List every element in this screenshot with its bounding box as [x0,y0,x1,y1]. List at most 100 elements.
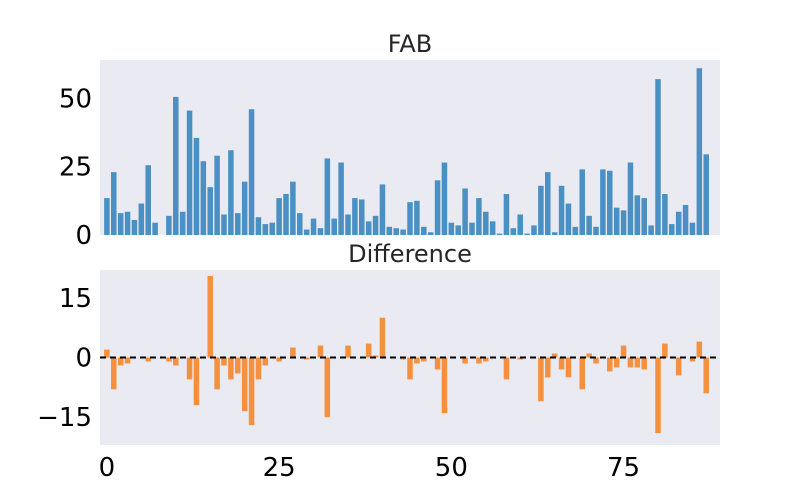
fab-bar [448,222,455,235]
fab-bar [689,222,696,235]
difference-bar [255,357,262,380]
fab-bar [352,198,358,235]
fab-bar [593,226,599,235]
fab-bar [462,188,468,235]
fab-bar [476,198,482,235]
fab-bar [586,215,592,235]
fab-bar [152,222,158,235]
difference-bar [551,353,558,358]
difference-bar [303,357,310,360]
fab-bar [283,193,289,235]
difference-bar [414,357,420,364]
fab-bar [379,184,386,235]
fab-bar [600,169,606,235]
fab-bar [655,79,661,235]
fab-bar [255,217,262,235]
difference-bar [655,357,661,434]
fab-bar [365,221,372,235]
fab-bar [276,198,282,235]
difference-bar [241,357,248,412]
fab-bar [545,172,551,235]
fab-bar [565,203,572,235]
fab-bar [503,193,510,235]
fab-bar [393,228,399,235]
fab-bar [179,211,186,235]
fab-bar [124,211,131,235]
fab-bar [345,214,351,235]
difference-bar [365,343,372,358]
fab-bar [228,150,234,235]
difference-bar [476,357,482,364]
difference-bar [634,357,641,368]
difference-bar [703,357,709,394]
difference-bar [221,357,227,366]
fab-bar [607,170,613,235]
fab-bar [696,68,703,235]
fab-bar [173,96,179,235]
fab-bar [117,213,124,235]
fab-bar [469,222,475,235]
fab-bar [579,169,585,235]
difference-bar [166,357,172,362]
fab-bar [400,229,406,235]
x-tick-label: 50 [435,453,468,483]
difference-bar [627,357,634,368]
difference-bar [483,357,489,362]
difference-bar [290,347,296,358]
difference-bar [117,357,124,366]
fab-y-tick-label: 25 [59,153,92,183]
fab-y-tick-labels: 0 25 50 [59,84,92,251]
fab-bar [517,214,523,235]
fab-bar [145,165,151,235]
difference-bar [607,357,613,372]
fab-bar [421,226,427,235]
x-tick-label: 75 [607,453,640,483]
difference-bar [214,357,220,390]
fab-bar [483,211,489,235]
fab-bar [538,185,544,235]
difference-bar [379,317,386,358]
difference-bar [579,357,585,390]
difference-bar [186,357,193,380]
fab-bar [524,233,530,235]
fab-y-tick-label: 0 [75,221,92,251]
fab-y-tick-label: 50 [59,84,92,114]
difference-bar [104,349,110,358]
difference-bar [641,357,647,370]
difference-bar [441,357,448,414]
difference-bar [565,357,572,378]
fab-bar [414,200,420,235]
difference-bar [620,345,627,358]
difference-bar [145,357,151,362]
difference-y-tick-labels: −15 0 15 [37,284,92,433]
fab-bar [648,225,654,235]
difference-bar [696,341,703,358]
fab-bar [166,215,172,235]
fab-bar [441,162,448,235]
difference-bar [675,357,682,376]
fab-bar [489,221,496,235]
difference-bar [276,357,282,362]
fab-bar [620,210,627,235]
fab-bar [407,202,413,235]
fab-bar [248,109,255,235]
fab-bar [427,232,434,235]
difference-title: Difference [348,240,472,268]
fab-bar [290,181,296,235]
fab-bar [496,233,503,235]
fab-bar [558,185,565,235]
fab-bar [235,213,241,235]
fab-bar [310,218,317,235]
fab-bar [531,225,537,235]
difference-bar [124,357,131,364]
fab-bar [297,213,303,235]
difference-bars [104,275,709,434]
fab-bar [104,198,110,235]
difference-bar [317,345,324,358]
fab-bar [207,187,213,235]
fab-bar [434,180,441,235]
fab-bar [634,195,641,235]
fab-bar [669,224,675,235]
